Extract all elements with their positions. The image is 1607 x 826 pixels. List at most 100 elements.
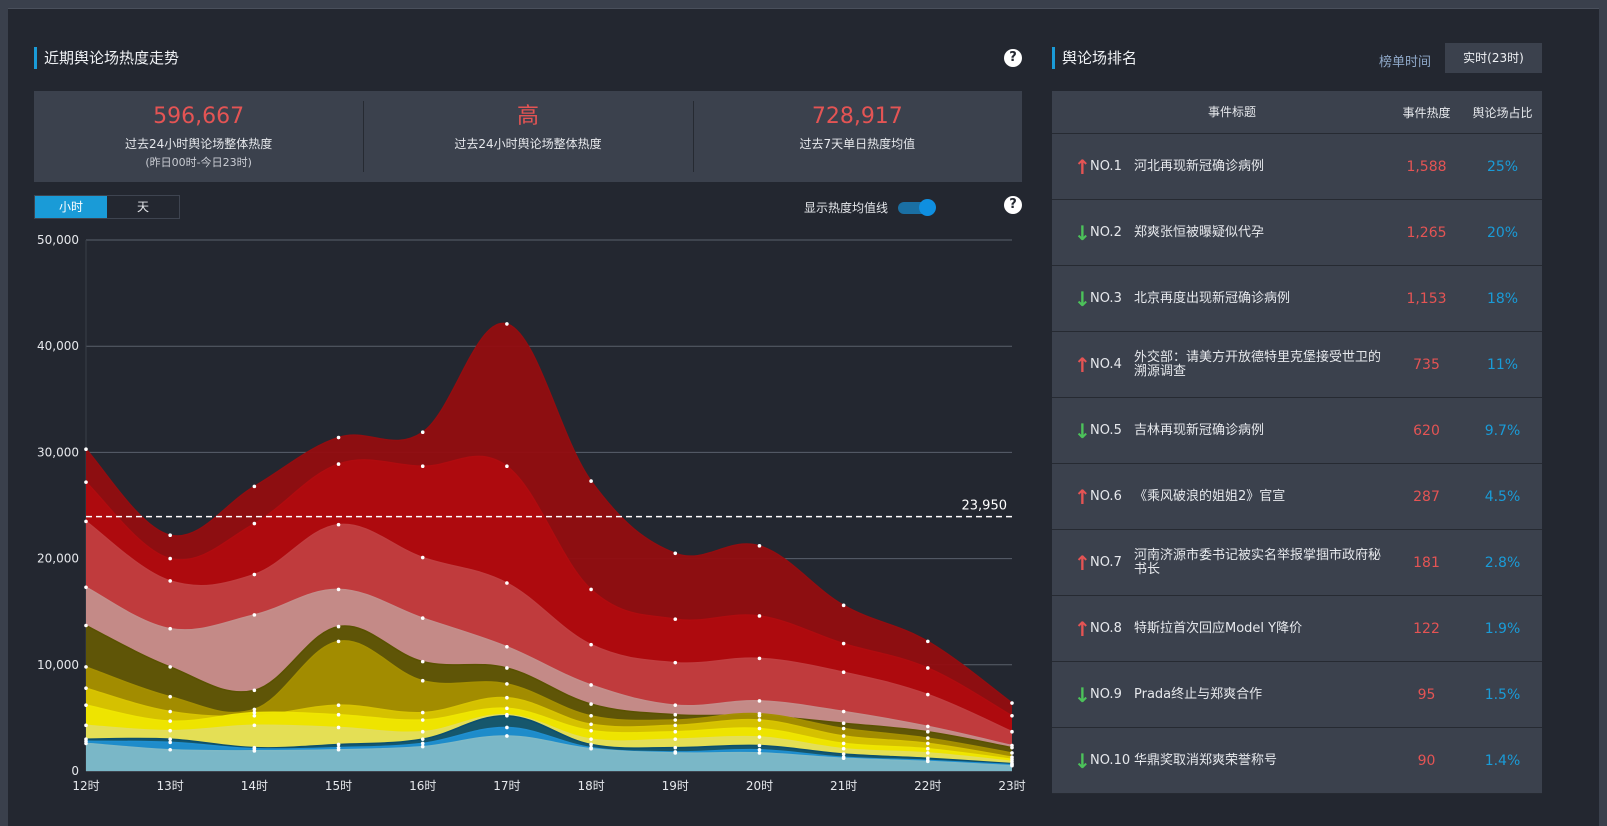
data-point[interactable] bbox=[841, 726, 846, 731]
data-point[interactable] bbox=[252, 613, 257, 617]
data-point[interactable] bbox=[168, 719, 172, 723]
data-point[interactable] bbox=[1010, 755, 1014, 759]
avg-line-switch[interactable] bbox=[898, 198, 937, 216]
data-point[interactable] bbox=[336, 462, 341, 466]
data-point[interactable] bbox=[84, 665, 88, 669]
data-point[interactable] bbox=[926, 666, 930, 670]
data-point[interactable] bbox=[168, 665, 172, 669]
data-point[interactable] bbox=[84, 623, 88, 628]
data-point[interactable] bbox=[673, 750, 678, 754]
data-point[interactable] bbox=[589, 745, 593, 750]
toggle-day[interactable]: 天 bbox=[107, 196, 179, 218]
data-point[interactable] bbox=[252, 723, 257, 728]
table-row[interactable]: ↓ NO.10 华鼎奖取消郑爽荣誉称号 90 1.4% bbox=[1052, 728, 1542, 794]
data-point[interactable] bbox=[589, 642, 593, 647]
data-point[interactable] bbox=[84, 519, 88, 524]
data-point[interactable] bbox=[673, 712, 678, 717]
data-point[interactable] bbox=[841, 641, 846, 646]
data-point[interactable] bbox=[1010, 729, 1014, 734]
data-point[interactable] bbox=[673, 737, 678, 741]
table-row[interactable]: ↓ NO.9 Prada终止与郑爽合作 95 1.5% bbox=[1052, 662, 1542, 728]
event-title[interactable]: 吉林再现新冠确诊病例 bbox=[1134, 422, 1265, 438]
data-point[interactable] bbox=[168, 728, 172, 733]
data-point[interactable] bbox=[420, 616, 425, 620]
event-title[interactable]: Prada终止与郑爽合作 bbox=[1134, 686, 1263, 702]
data-point[interactable] bbox=[841, 746, 846, 751]
data-point[interactable] bbox=[84, 585, 88, 590]
event-title[interactable]: 华鼎奖取消郑爽荣誉称号 bbox=[1134, 752, 1278, 768]
event-title[interactable]: 《乘风破浪的姐姐2》官宣 bbox=[1134, 488, 1286, 504]
data-point[interactable] bbox=[252, 572, 257, 577]
data-point[interactable] bbox=[168, 579, 172, 583]
data-point[interactable] bbox=[336, 745, 341, 750]
data-point[interactable] bbox=[336, 703, 341, 707]
data-point[interactable] bbox=[505, 725, 509, 730]
data-point[interactable] bbox=[926, 736, 930, 740]
data-point[interactable] bbox=[252, 710, 257, 715]
data-point[interactable] bbox=[841, 755, 846, 759]
table-row[interactable]: ↑ NO.8 特斯拉首次回应Model Y降价 122 1.9% bbox=[1052, 596, 1542, 662]
data-point[interactable] bbox=[589, 587, 593, 592]
data-point[interactable] bbox=[505, 682, 509, 686]
event-title[interactable]: 河北再现新冠确诊病例 bbox=[1134, 158, 1265, 174]
data-point[interactable] bbox=[336, 639, 341, 644]
data-point[interactable] bbox=[926, 751, 930, 755]
data-point[interactable] bbox=[336, 624, 341, 629]
data-point[interactable] bbox=[84, 480, 88, 484]
data-point[interactable] bbox=[420, 430, 425, 435]
data-point[interactable] bbox=[505, 581, 509, 585]
data-point[interactable] bbox=[673, 703, 678, 707]
data-point[interactable] bbox=[757, 735, 762, 739]
data-point[interactable] bbox=[841, 734, 846, 738]
data-point[interactable] bbox=[420, 744, 425, 749]
data-point[interactable] bbox=[926, 741, 930, 746]
data-point[interactable] bbox=[926, 639, 930, 644]
data-point[interactable] bbox=[757, 713, 762, 718]
ranking-time-button[interactable]: 实时(23时) bbox=[1445, 43, 1542, 73]
data-point[interactable] bbox=[168, 533, 172, 538]
data-point[interactable] bbox=[252, 688, 257, 693]
data-point[interactable] bbox=[336, 725, 341, 730]
data-point[interactable] bbox=[589, 479, 593, 483]
data-point[interactable] bbox=[252, 484, 257, 489]
data-point[interactable] bbox=[168, 694, 172, 699]
data-point[interactable] bbox=[926, 746, 930, 751]
data-point[interactable] bbox=[420, 659, 425, 664]
data-point[interactable] bbox=[757, 614, 762, 618]
data-point[interactable] bbox=[589, 737, 593, 741]
data-point[interactable] bbox=[589, 713, 593, 718]
table-row[interactable]: ↑ NO.4 外交部：请美方开放德特里克堡接受世卫的溯源调查 735 11% bbox=[1052, 332, 1542, 398]
data-point[interactable] bbox=[252, 745, 257, 750]
event-title[interactable]: 河南济源市委书记被实名举报掌掴市政府秘书长 bbox=[1134, 547, 1382, 577]
table-row[interactable]: ↑ NO.7 河南济源市委书记被实名举报掌掴市政府秘书长 181 2.8% bbox=[1052, 530, 1542, 596]
data-point[interactable] bbox=[926, 692, 930, 697]
data-point[interactable] bbox=[84, 703, 88, 707]
data-point[interactable] bbox=[757, 718, 762, 722]
data-point[interactable] bbox=[420, 718, 425, 722]
data-point[interactable] bbox=[336, 435, 341, 440]
data-point[interactable] bbox=[841, 721, 846, 726]
data-point[interactable] bbox=[420, 710, 425, 715]
data-point[interactable] bbox=[336, 522, 341, 527]
data-point[interactable] bbox=[589, 683, 593, 687]
data-point[interactable] bbox=[505, 464, 509, 469]
data-point[interactable] bbox=[757, 751, 762, 755]
data-point[interactable] bbox=[926, 729, 930, 734]
data-point[interactable] bbox=[1010, 751, 1014, 755]
data-point[interactable] bbox=[168, 709, 172, 714]
data-point[interactable] bbox=[841, 709, 846, 714]
data-point[interactable] bbox=[841, 670, 846, 675]
data-point[interactable] bbox=[757, 544, 762, 548]
data-point[interactable] bbox=[252, 521, 257, 526]
data-point[interactable] bbox=[420, 737, 425, 741]
data-point[interactable] bbox=[1010, 743, 1014, 748]
data-point[interactable] bbox=[420, 741, 425, 746]
data-point[interactable] bbox=[168, 740, 172, 745]
data-point[interactable] bbox=[420, 464, 425, 469]
table-row[interactable]: ↓ NO.5 吉林再现新冠确诊病例 620 9.7% bbox=[1052, 398, 1542, 464]
data-point[interactable] bbox=[757, 726, 762, 731]
data-point[interactable] bbox=[84, 737, 88, 741]
data-point[interactable] bbox=[589, 728, 593, 733]
data-point[interactable] bbox=[336, 712, 341, 717]
data-point[interactable] bbox=[673, 718, 678, 722]
